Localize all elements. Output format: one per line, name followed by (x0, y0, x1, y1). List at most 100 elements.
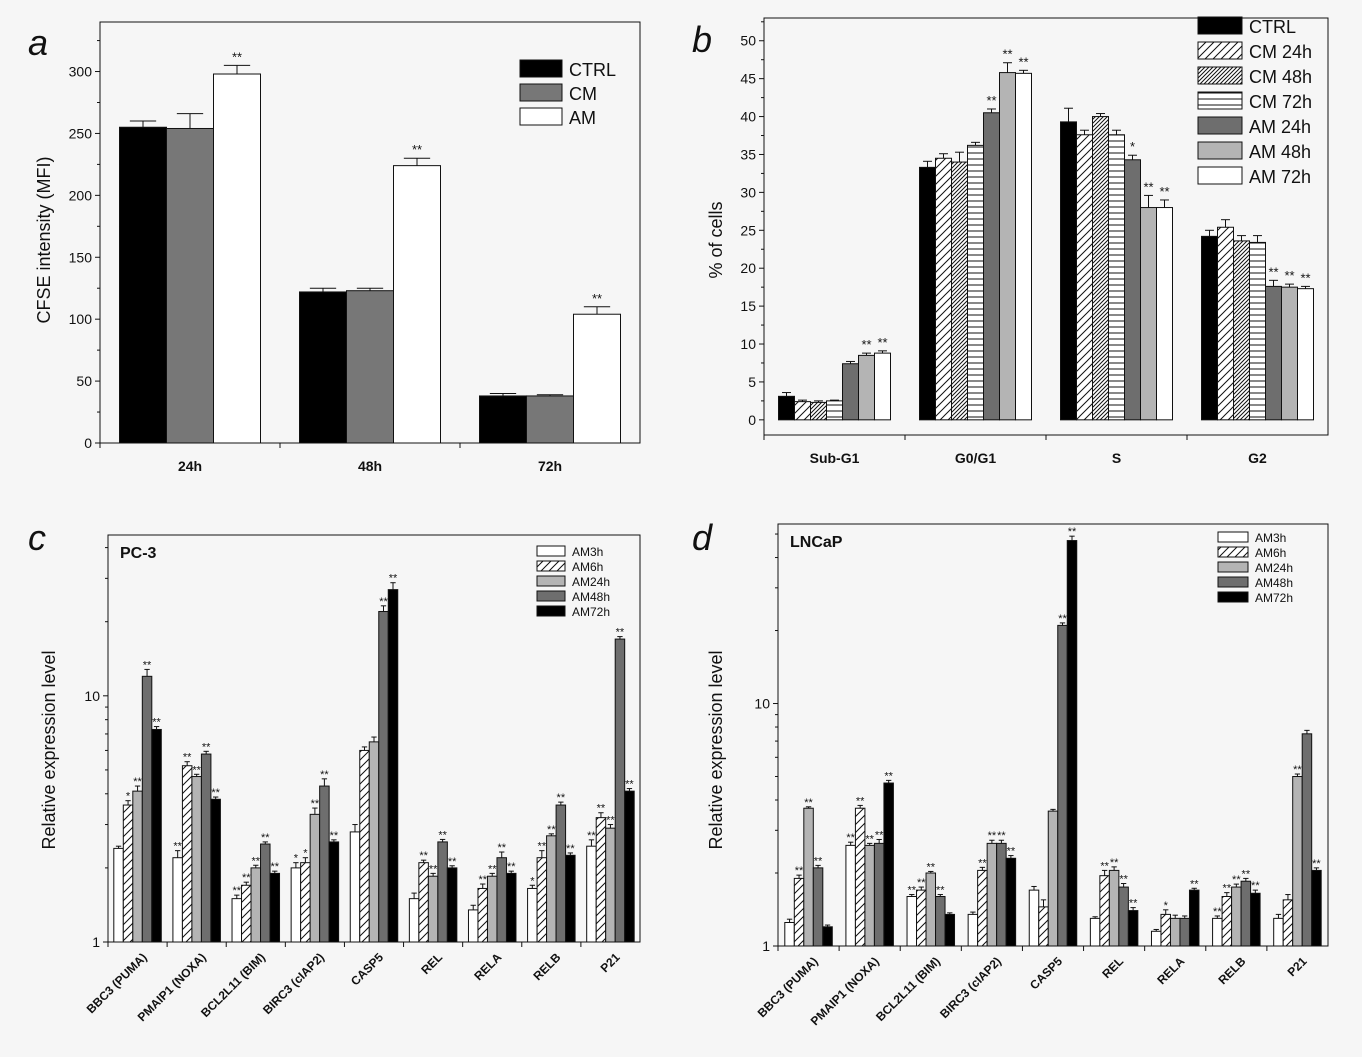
bar-am-72h (874, 352, 891, 421)
significance-mark: ** (1268, 264, 1278, 279)
significance-mark: ** (1058, 613, 1067, 625)
legend-label: AM48h (1255, 576, 1293, 590)
significance-mark: ** (202, 741, 211, 753)
significance-mark: ** (330, 830, 339, 842)
bar-cm-48h (951, 161, 968, 421)
legend: CTRL CM AM (519, 59, 616, 128)
bar-am48h (141, 675, 153, 943)
significance-mark: ** (379, 596, 388, 608)
significance-mark: ** (261, 832, 270, 844)
y-tick-label: 35 (740, 146, 756, 162)
bar-am6h (536, 857, 548, 943)
significance-mark: * (294, 853, 299, 865)
bar-am-24h (983, 112, 1000, 421)
bar-am3h (586, 845, 597, 943)
significance-mark: ** (1068, 526, 1077, 538)
bar-cm-72h (967, 144, 984, 421)
significance-mark: ** (320, 769, 329, 781)
bar-cm-24h (794, 401, 811, 421)
legend-swatch (1197, 116, 1243, 135)
bar-am6h (181, 765, 193, 943)
x-tick-label: BCL2L11 (BIM) (873, 954, 943, 1024)
significance-mark: ** (507, 861, 516, 873)
significance-mark: ** (152, 717, 161, 729)
panel-b: b 0 5 10 15 20 25 30 35 40 45 50 % of cells Sub-G1 G0/… (692, 16, 1329, 466)
significance-mark: ** (1293, 764, 1302, 776)
bar-am48h (873, 842, 885, 947)
y-tick-label: 15 (740, 298, 756, 314)
legend-label: AM (569, 108, 596, 128)
significance-mark: ** (1232, 874, 1241, 886)
chart-title: LNCaP (790, 534, 843, 551)
bar-ctrl (299, 291, 347, 444)
legend-swatch (536, 590, 566, 602)
significance-mark: ** (1312, 858, 1321, 870)
legend-swatch (1197, 16, 1243, 35)
bar-am72h (446, 867, 458, 943)
bar-am3h (172, 857, 183, 943)
y-tick-label: 0 (748, 412, 756, 428)
bar-am72h (269, 872, 281, 943)
legend-swatch (536, 605, 566, 617)
panel-letter: d (692, 517, 713, 558)
bar-am3h (408, 898, 420, 943)
significance-mark: ** (907, 885, 916, 897)
bar-am48h (1118, 886, 1129, 947)
bar-am6h (1221, 896, 1233, 947)
bar-am72h (1127, 910, 1139, 947)
significance-mark: ** (1251, 880, 1260, 892)
y-tick-label: 50 (740, 33, 756, 49)
significance-mark: ** (592, 291, 602, 306)
x-tick-label: BIRC3 (cIAP2) (260, 950, 327, 1017)
significance-mark: ** (1002, 47, 1012, 62)
x-tick-label: P21 (1285, 954, 1310, 979)
bar-am3h (1028, 889, 1040, 947)
significance-mark: ** (1284, 268, 1294, 283)
significance-mark: ** (814, 855, 823, 867)
significance-mark: ** (606, 815, 615, 827)
bar-am (393, 165, 441, 444)
bar-cm (166, 127, 214, 444)
bar-am3h (845, 844, 856, 947)
bar-am6h (300, 862, 311, 943)
panel-a: a 0 50 100 150 200 250 300 CFSE intensity (MFI) 2… (28, 21, 641, 474)
significance-mark: ** (412, 142, 422, 157)
panel-letter: a (28, 22, 48, 63)
bar-am48h (1057, 624, 1068, 947)
bar-am6h (1038, 906, 1049, 947)
bar-am6h (595, 817, 607, 943)
significance-mark: ** (856, 795, 865, 807)
legend-label: AM 48h (1249, 142, 1311, 162)
significance-mark: ** (497, 842, 506, 854)
legend-label: AM72h (572, 605, 610, 619)
bar-cm-48h (810, 401, 827, 421)
significance-mark: ** (242, 872, 251, 884)
legend-label: CTRL (569, 60, 616, 80)
y-tick-label: 300 (69, 64, 93, 80)
significance-mark: ** (270, 861, 279, 873)
significance-mark: ** (173, 841, 182, 853)
bar-am6h (854, 807, 866, 947)
x-tick-label: REL (1099, 954, 1126, 981)
bar-am-48h (858, 354, 875, 421)
significance-mark: * (303, 848, 308, 860)
x-tick-label: CASP5 (348, 950, 386, 988)
bar-am48h (437, 841, 448, 943)
legend: CTRL CM 24h CM 48h CM 72h AM 24h AM 48h AM 72h (1197, 16, 1312, 187)
significance-mark: ** (1213, 906, 1222, 918)
legend-swatch (1197, 41, 1243, 60)
x-tick-label: 72h (538, 458, 562, 474)
y-axis-label: Relative expression level (39, 650, 59, 849)
bar-cm-24h (1076, 134, 1093, 421)
y-tick-label: 0 (84, 435, 92, 451)
y-tick-label: 20 (740, 260, 756, 276)
significance-mark: ** (884, 770, 893, 782)
legend-swatch (519, 59, 563, 78)
legend-label: AM3h (1255, 531, 1286, 545)
y-axis-label: CFSE intensity (MFI) (34, 156, 54, 323)
bar-am72h (883, 782, 894, 947)
bar-am6h (1282, 899, 1294, 947)
legend-label: AM72h (1255, 591, 1293, 605)
bar-am24h (1108, 869, 1120, 947)
bar-am6h (241, 884, 252, 943)
